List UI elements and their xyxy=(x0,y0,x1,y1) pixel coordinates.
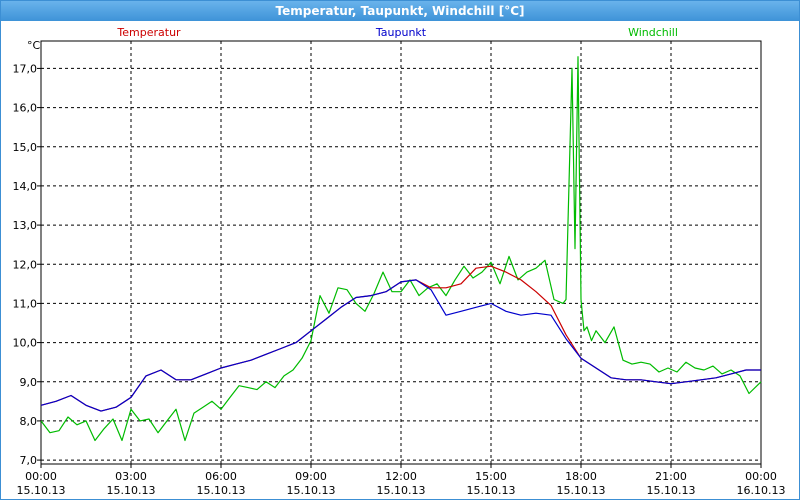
y-tick-label: 17,0 xyxy=(13,62,38,75)
x-tick-date-label: 15.10.13 xyxy=(287,484,336,497)
x-tick-time-label: 00:00 xyxy=(745,470,777,483)
legend: Temperatur Taupunkt Windchill xyxy=(116,26,678,39)
x-tick-date-label: 15.10.13 xyxy=(377,484,426,497)
x-tick-time-label: 00:00 xyxy=(25,470,57,483)
y-tick-label: 7,0 xyxy=(20,454,38,467)
x-tick-date-label: 15.10.13 xyxy=(467,484,516,497)
x-axis-ticks: 00:0015.10.1303:0015.10.1306:0015.10.130… xyxy=(17,464,786,497)
y-axis-ticks: 7,0 8,0 9,0 10,0 11,0 12,0 13,0 14,0 15,0 16,0 17,… xyxy=(13,62,41,467)
x-tick-time-label: 03:00 xyxy=(115,470,147,483)
x-tick-date-label: 15.10.13 xyxy=(197,484,246,497)
y-tick-label: 11,0 xyxy=(13,297,38,310)
x-tick-date-label: 15.10.13 xyxy=(107,484,156,497)
legend-entry-windchill: Windchill xyxy=(628,26,678,39)
x-tick-date-label: 15.10.13 xyxy=(557,484,606,497)
x-tick-date-label: 15.10.13 xyxy=(17,484,66,497)
x-tick-time-label: 12:00 xyxy=(385,470,417,483)
x-tick-date-label: 16.10.13 xyxy=(737,484,786,497)
x-tick-date-label: 15.10.13 xyxy=(647,484,696,497)
x-tick-time-label: 06:00 xyxy=(205,470,237,483)
y-tick-label: 9,0 xyxy=(20,376,38,389)
y-tick-label: 13,0 xyxy=(13,219,38,232)
y-tick-label: 16,0 xyxy=(13,102,38,115)
x-tick-time-label: 15:00 xyxy=(475,470,507,483)
grid xyxy=(40,41,762,464)
x-tick-time-label: 09:00 xyxy=(295,470,327,483)
y-tick-label: 12,0 xyxy=(13,258,38,271)
x-tick-time-label: 21:00 xyxy=(655,470,687,483)
y-tick-label: 8,0 xyxy=(20,415,38,428)
y-tick-label: 15,0 xyxy=(13,141,38,154)
legend-entry-taupunkt: Taupunkt xyxy=(375,26,427,39)
series-lines xyxy=(40,56,762,442)
series-line-taupunkt xyxy=(40,279,761,412)
y-tick-label: 10,0 xyxy=(13,337,38,350)
series-line-windchill xyxy=(40,56,762,442)
legend-entry-temperatur: Temperatur xyxy=(116,26,181,39)
window-title: Temperatur, Taupunkt, Windchill [°C] xyxy=(1,1,799,21)
y-axis-unit-label: °C xyxy=(27,39,41,52)
y-tick-label: 14,0 xyxy=(13,180,38,193)
x-tick-time-label: 18:00 xyxy=(565,470,597,483)
